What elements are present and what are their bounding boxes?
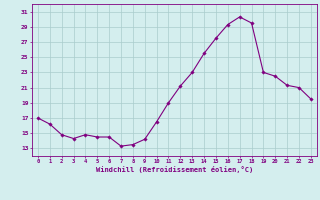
X-axis label: Windchill (Refroidissement éolien,°C): Windchill (Refroidissement éolien,°C) [96, 166, 253, 173]
